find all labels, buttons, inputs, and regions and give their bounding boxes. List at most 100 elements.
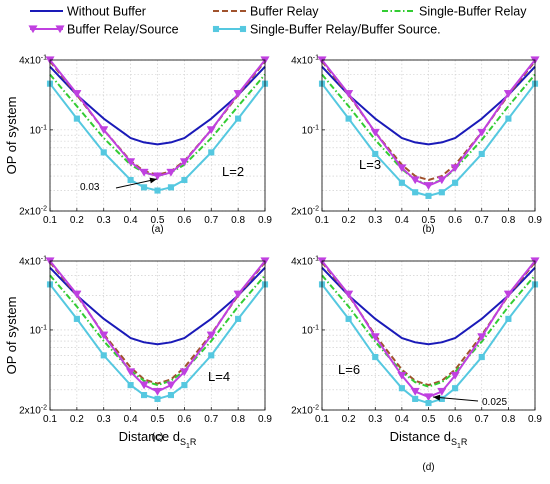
- point-buffer-relay-source: [139, 168, 149, 177]
- panel-3: 0.1 0.2 0.3 0.4 0.5 0.6 0.7 0.8 0.9 4x10-1 10-1 2x1…: [4, 256, 272, 451]
- point-single-buffer-relay-buffer-source: [478, 353, 485, 361]
- x-tick-label: 0.3: [368, 414, 382, 425]
- x-tick-label: 0.4: [395, 414, 409, 425]
- legend-marker-single-buffer-relay-buffer-source: [212, 25, 220, 33]
- x-tick-label: 0.3: [97, 414, 111, 425]
- arrow-line: [432, 396, 479, 402]
- panel-4: 0.1 0.2 0.3 0.4 0.5 0.6 0.7 0.8 0.9 4x10-1 10-1 2x1…: [291, 256, 542, 474]
- x-tick-label: 0.5: [422, 215, 436, 226]
- point-buffer-relay-source: [343, 90, 354, 98]
- series-group: [45, 257, 270, 402]
- point-buffer-relay-source: [503, 90, 514, 98]
- x-tick-label: 0.9: [258, 414, 272, 425]
- point-single-buffer-relay-buffer-source: [141, 392, 148, 399]
- point-buffer-relay-source: [423, 182, 434, 191]
- legend-label-buffer-relay-source: Buffer Relay/Source: [67, 22, 179, 36]
- point-buffer-relay-source: [72, 290, 82, 299]
- x-axis-label: Distance dS1R: [119, 429, 197, 450]
- x-tick-label: 0.6: [177, 215, 191, 226]
- y-tick-label: 2x10-2: [19, 206, 47, 218]
- x-tick-label: 0.1: [315, 215, 329, 226]
- panel-label: (a): [151, 224, 163, 235]
- x-axis-label: Distance dS1R: [390, 429, 468, 450]
- panel-label: (d): [422, 462, 434, 473]
- x-tick-label: 0.3: [97, 215, 111, 226]
- point-single-buffer-relay-buffer-source: [372, 353, 379, 361]
- point-buffer-relay-source: [99, 126, 109, 135]
- grid: [49, 260, 266, 411]
- point-single-buffer-relay-buffer-source: [372, 150, 379, 158]
- point-buffer-relay-source: [72, 90, 82, 98]
- point-buffer-relay-source: [423, 393, 434, 402]
- legend-entry-single-buffer-relay: Single-Buffer Relay: [382, 4, 527, 18]
- series-line-single-buffer-relay: [321, 274, 536, 388]
- point-buffer-relay-source: [125, 158, 136, 167]
- y-tick-label: 2x10-2: [291, 405, 319, 417]
- arrow-label: 0.03: [80, 182, 100, 193]
- legend-marker-single-buffer-relay-buffer-source: [239, 25, 247, 33]
- point-single-buffer-relay-buffer-source: [181, 176, 188, 184]
- legend-label-single-buffer-relay: Single-Buffer Relay: [419, 4, 527, 18]
- point-buffer-relay-source: [437, 176, 447, 185]
- legend: Without Buffer Buffer Relay Single-Buffer …: [28, 4, 527, 36]
- panel-label: (b): [422, 224, 434, 235]
- y-tick-label: 4x10-1: [19, 55, 47, 67]
- y-axis-label: OP of system: [4, 297, 19, 375]
- point-buffer-relay-source: [206, 331, 216, 340]
- x-tick-label: 0.2: [70, 215, 84, 226]
- point-single-buffer-relay-buffer-source: [425, 399, 432, 407]
- x-tick-label: 0.1: [43, 215, 57, 226]
- arrow-annotation: 0.025: [432, 394, 507, 408]
- point-buffer-relay-source: [397, 164, 407, 173]
- x-tick-label: 0.9: [528, 414, 542, 425]
- series-line-without-buffer: [321, 66, 536, 146]
- point-single-buffer-relay-buffer-source: [452, 385, 459, 392]
- arrow-head: [149, 177, 157, 184]
- point-buffer-relay-source: [152, 387, 163, 396]
- point-buffer-relay-source: [166, 381, 176, 390]
- point-buffer-relay-source: [370, 128, 380, 137]
- x-tick-label: 0.2: [70, 414, 84, 425]
- series-line-single-buffer-relay: [321, 73, 536, 186]
- point-single-buffer-relay-buffer-source: [100, 352, 107, 359]
- x-tick-label: 0.9: [528, 215, 542, 226]
- point-buffer-relay-source: [477, 333, 487, 342]
- grid: [321, 260, 536, 411]
- point-buffer-relay-source: [450, 164, 460, 173]
- x-tick-label: 0.7: [204, 215, 218, 226]
- point-buffer-relay-source: [410, 387, 420, 396]
- point-buffer-relay-source: [152, 172, 163, 181]
- series-line-without-buffer: [321, 266, 536, 346]
- point-single-buffer-relay-buffer-source: [167, 392, 174, 399]
- point-single-buffer-relay-buffer-source: [235, 315, 242, 322]
- panel-label: (c): [152, 432, 164, 443]
- point-single-buffer-relay-buffer-source: [154, 395, 161, 402]
- legend-entry-buffer-relay: Buffer Relay: [213, 4, 319, 18]
- point-single-buffer-relay-buffer-source: [505, 115, 512, 122]
- point-single-buffer-relay-buffer-source: [141, 184, 148, 191]
- x-tick-label: 0.8: [231, 414, 245, 425]
- point-single-buffer-relay-buffer-source: [452, 179, 459, 186]
- series-line-single-buffer-relay: [49, 274, 266, 387]
- x-tick-label: 0.6: [448, 215, 462, 226]
- series-line-without-buffer: [49, 266, 266, 346]
- point-single-buffer-relay-buffer-source: [73, 115, 80, 122]
- panels: 0.1 0.2 0.3 0.4 0.5 0.6 0.7 0.8 0.9 4x10-1 10-1 2x1…: [4, 55, 542, 474]
- point-single-buffer-relay-buffer-source: [438, 189, 445, 196]
- point-single-buffer-relay-buffer-source: [127, 382, 134, 389]
- point-buffer-relay-source: [179, 368, 190, 377]
- series-line-without-buffer: [49, 66, 266, 146]
- annotation-label: L=3: [359, 157, 381, 172]
- point-single-buffer-relay-buffer-source: [425, 192, 432, 199]
- legend-label-single-buffer-relay-buffer-source: Single-Buffer Relay/Buffer Source.: [250, 22, 441, 36]
- point-buffer-relay-source: [233, 290, 243, 299]
- x-tick-label: 0.1: [315, 414, 329, 425]
- series-group: [317, 257, 540, 407]
- arrow-head: [433, 394, 441, 401]
- point-buffer-relay-source: [179, 158, 190, 167]
- x-tick-label: 0.1: [43, 414, 57, 425]
- annotation-label: L=6: [338, 362, 360, 377]
- point-buffer-relay-source: [477, 128, 487, 137]
- point-single-buffer-relay-buffer-source: [208, 352, 215, 359]
